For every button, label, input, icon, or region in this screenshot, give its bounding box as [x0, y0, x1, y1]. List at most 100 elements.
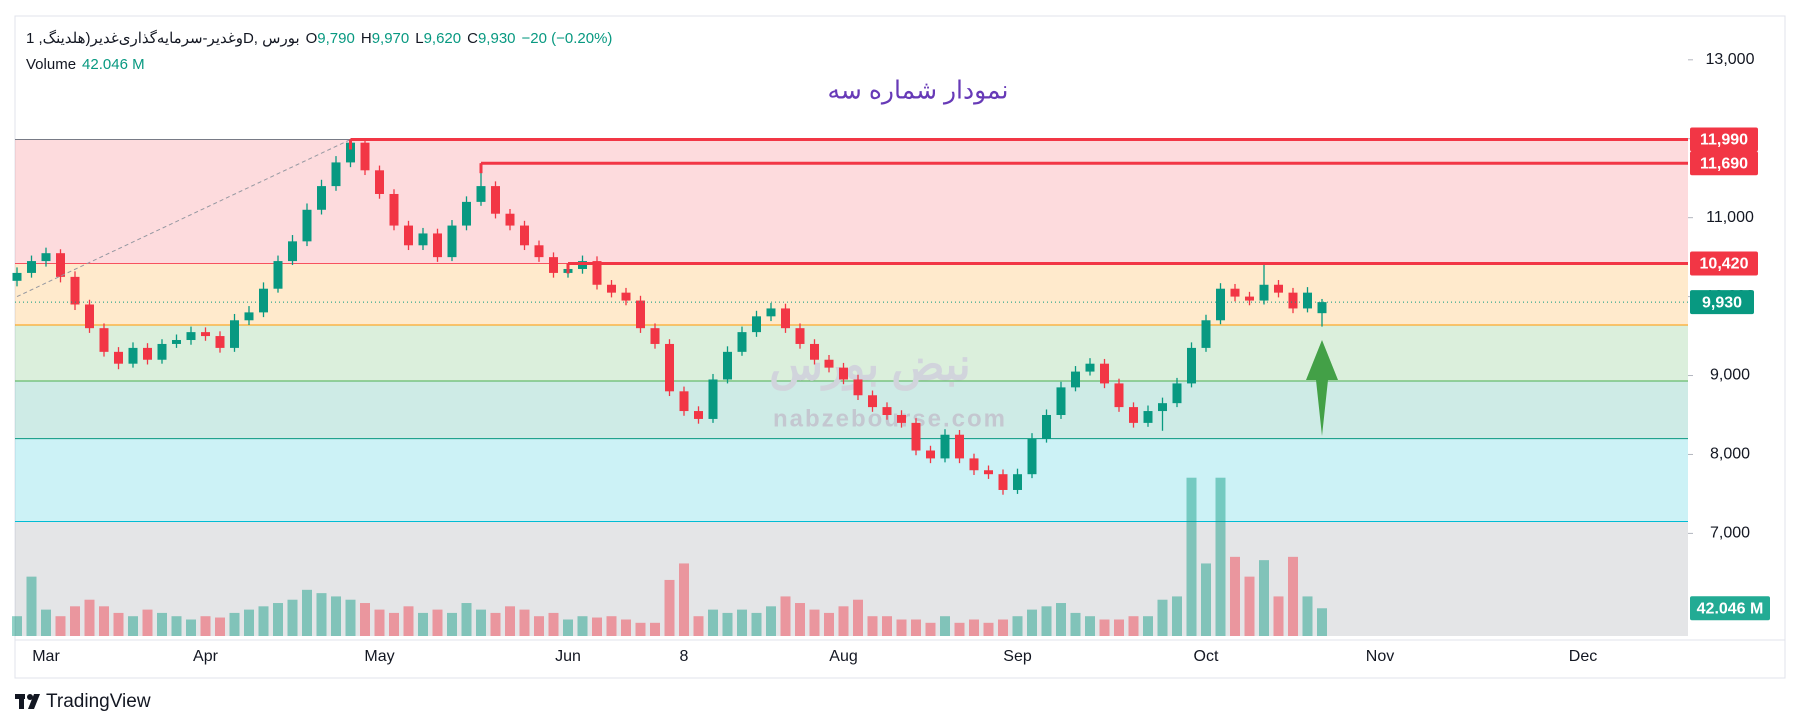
last-price-label: 9,930: [1702, 294, 1742, 311]
candle-body: [578, 261, 587, 269]
candles-group: [12, 139, 1327, 495]
candle-body: [1158, 403, 1167, 412]
trendline: [16, 139, 351, 298]
volume-bar: [316, 593, 327, 636]
candle-body: [723, 351, 732, 380]
ohlc-key: H: [360, 30, 372, 47]
candle-body: [186, 332, 196, 341]
price-label: 11,990: [1700, 132, 1748, 149]
volume-bar: [766, 606, 776, 636]
candle-body: [621, 292, 631, 301]
candle-body: [1230, 288, 1240, 297]
ohlc-field: H9,970: [361, 30, 409, 47]
candle-body: [853, 379, 863, 396]
volume-bar: [737, 609, 747, 636]
volume-bar: [679, 563, 689, 636]
volume-bar: [853, 599, 863, 636]
candle-body: [331, 162, 341, 187]
ohlc-field: C9,930: [467, 30, 515, 47]
zone: [15, 263, 1688, 326]
candle-body: [273, 261, 283, 289]
zone: [15, 521, 1688, 636]
volume-bar: [882, 616, 892, 636]
volume-bar: [1288, 556, 1298, 636]
x-tick-label: Aug: [829, 648, 857, 665]
price-label-box: [1690, 251, 1758, 276]
candle-body: [462, 201, 471, 226]
ohlc-value: 9,620: [423, 30, 462, 47]
volume-bar: [113, 612, 124, 636]
candle-body: [27, 261, 36, 273]
y-tick-label: 11,000: [1706, 209, 1754, 226]
candle-body: [868, 395, 877, 408]
ohlc-key: C: [467, 30, 478, 47]
candle-body: [1114, 383, 1124, 408]
candle-body: [12, 272, 22, 281]
volume-bar: [490, 612, 501, 636]
candle-body: [810, 343, 819, 360]
candle-body: [795, 328, 805, 344]
brand: TradingView: [46, 691, 151, 712]
candle-body: [201, 332, 210, 337]
candle-body: [926, 450, 935, 459]
volume-bar: [1302, 596, 1313, 636]
volume-bar: [70, 606, 80, 636]
candle-body: [404, 225, 413, 246]
overlay-group: 7,0008,0009,00010,00011,00012,00013,000M…: [15, 51, 1770, 665]
chart-title: نمودار شماره سه: [828, 77, 1009, 106]
candle-body: [1259, 284, 1269, 301]
volume-bar: [432, 609, 443, 636]
candle-body: [781, 308, 790, 329]
candle-body: [70, 276, 80, 305]
volume-bar: [635, 622, 646, 636]
volume-bar: [142, 609, 153, 636]
candle-body: [259, 288, 268, 313]
candle-body: [969, 458, 979, 471]
zones: [15, 139, 1688, 636]
volume-group: [12, 477, 1327, 636]
volume-bar: [171, 616, 182, 636]
volume-bar: [1317, 608, 1327, 636]
candle-body: [665, 343, 674, 392]
candle-body: [1317, 302, 1327, 314]
volume-bar: [577, 616, 588, 636]
volume-bar: [534, 616, 544, 636]
x-tick-label: Nov: [1366, 648, 1394, 665]
zone: [15, 381, 1688, 439]
volume-bar: [1201, 563, 1211, 636]
candle-body: [476, 186, 486, 202]
volume-bar: [273, 603, 283, 636]
volume-bar: [563, 619, 573, 636]
volume-bar: [1099, 619, 1110, 636]
volume-bar: [780, 596, 791, 636]
volume-bar: [795, 603, 805, 636]
price-label-box: [1690, 151, 1758, 176]
volume-bar: [838, 606, 849, 636]
candle-body: [491, 186, 500, 214]
candle-body: [302, 209, 312, 242]
candle-body: [172, 340, 181, 344]
volume-bar: [751, 612, 762, 636]
candle-body: [1216, 288, 1225, 321]
volume-bar: [128, 616, 138, 636]
candle-body: [418, 233, 428, 246]
candle-body: [56, 253, 65, 277]
header-row: وغدیر-سرمایه‌گذاری‌غدیر(هلدینگ, 1D, بورس…: [26, 26, 618, 52]
volume-bar: [809, 609, 820, 636]
logo-mark: [27, 694, 33, 700]
candle-body: [1056, 387, 1066, 415]
volume-bar: [447, 612, 457, 636]
header-row: Volume 42.046 M: [26, 52, 618, 78]
volume-bar: [519, 609, 530, 636]
ohlc-key: L: [415, 30, 424, 47]
x-tick-label: Mar: [32, 648, 60, 665]
candle-body: [679, 391, 689, 412]
volume-bar: [287, 599, 298, 636]
x-tick-label: 8: [680, 648, 689, 665]
x-tick-label: Jun: [555, 648, 581, 665]
candle-body: [1071, 371, 1080, 388]
volume-bar: [1230, 556, 1240, 636]
volume-bar: [389, 612, 399, 636]
volume-bar: [896, 619, 907, 636]
